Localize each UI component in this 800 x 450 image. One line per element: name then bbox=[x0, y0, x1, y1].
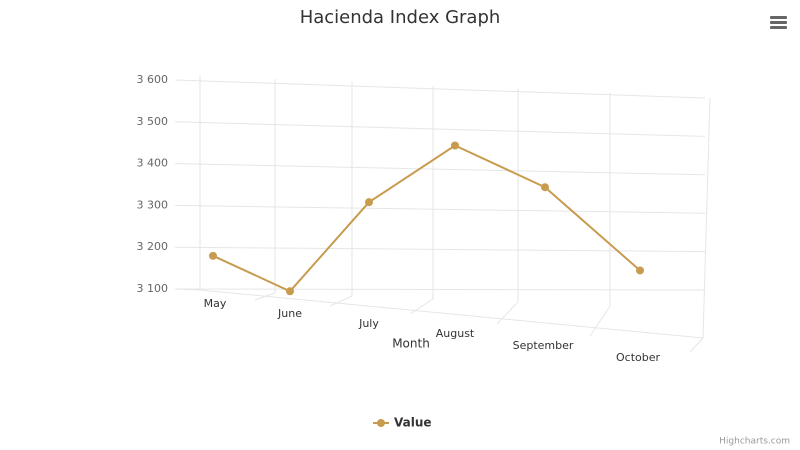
series-line bbox=[212, 144, 641, 293]
legend-symbol bbox=[377, 419, 385, 427]
x-tick-label: May bbox=[204, 297, 227, 310]
menu-button[interactable] bbox=[770, 16, 787, 29]
x-tick-label: October bbox=[616, 351, 660, 364]
x-axis-title: Month bbox=[392, 337, 430, 351]
point bbox=[209, 251, 217, 260]
y-tick-label: 3 300 bbox=[137, 198, 169, 211]
grid-line bbox=[174, 288, 706, 291]
x-tick-label: September bbox=[513, 339, 574, 352]
x-tick-label: July bbox=[358, 317, 379, 330]
x-tick-label: June bbox=[277, 307, 302, 320]
point bbox=[451, 141, 459, 150]
frame bbox=[174, 76, 711, 353]
grid-line bbox=[174, 163, 706, 176]
y-tick-label: 3 200 bbox=[137, 240, 169, 253]
x-tick-label: August bbox=[436, 327, 475, 340]
grid-line bbox=[174, 204, 706, 214]
y-tick-label: 3 600 bbox=[137, 73, 169, 86]
y-tick-label: 3 500 bbox=[137, 115, 169, 128]
legend-label[interactable]: Value bbox=[394, 416, 432, 430]
point bbox=[541, 183, 549, 192]
grid-line bbox=[174, 121, 706, 137]
grid-line bbox=[174, 246, 706, 253]
y-tick-label: 3 100 bbox=[137, 282, 169, 295]
grid-line bbox=[174, 79, 706, 99]
point bbox=[365, 198, 373, 207]
point bbox=[286, 287, 294, 296]
chart-title: Hacienda Index Graph bbox=[300, 7, 501, 28]
credits[interactable]: Highcharts.com bbox=[719, 437, 790, 447]
y-tick-label: 3 400 bbox=[137, 157, 169, 170]
point bbox=[636, 266, 644, 275]
